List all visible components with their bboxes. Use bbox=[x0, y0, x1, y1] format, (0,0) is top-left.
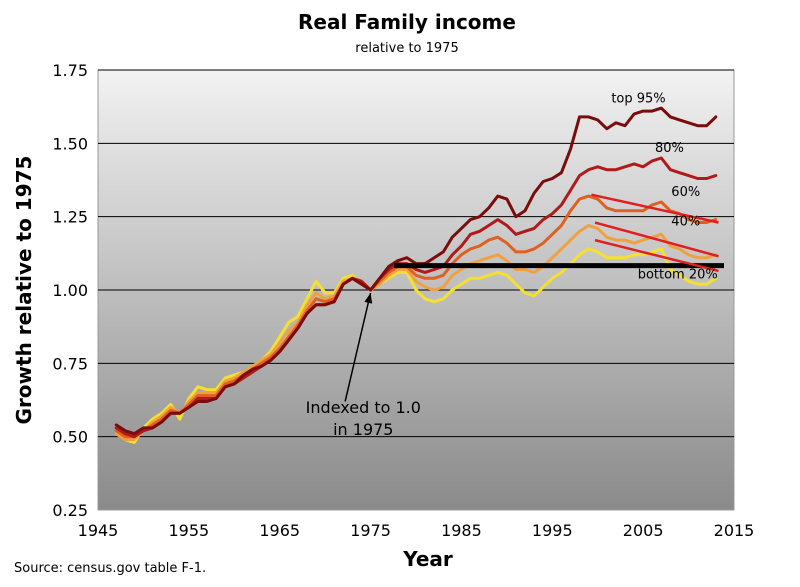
annotation-arrow-head bbox=[364, 293, 373, 304]
y-tick-label: 1.00 bbox=[52, 281, 88, 300]
series-line-p60 bbox=[114, 194, 718, 439]
y-tick-label: 0.25 bbox=[52, 501, 88, 520]
x-tick-labels: 1945 1955 1965 1975 1985 1995 2005 2015 bbox=[78, 521, 755, 540]
y-axis-title: Growth relative to 1975 bbox=[12, 156, 36, 425]
x-tick-label: 2015 bbox=[714, 521, 755, 540]
overlay-lines bbox=[394, 193, 725, 273]
chart-subtitle: relative to 1975 bbox=[355, 41, 458, 56]
x-tick-label: 1945 bbox=[78, 521, 119, 540]
y-tick-label: 1.75 bbox=[52, 61, 88, 80]
annotation-text: Indexed to 1.0 bbox=[306, 398, 421, 417]
trend-line-0 bbox=[591, 193, 719, 224]
trend-line-2 bbox=[594, 238, 719, 273]
x-tick-label: 1985 bbox=[441, 521, 482, 540]
annotation-arrow-line bbox=[344, 292, 372, 402]
x-axis-title: Year bbox=[402, 547, 453, 571]
gridlines bbox=[98, 69, 734, 438]
series-label: top 95% bbox=[611, 91, 665, 106]
x-tick-label: 1965 bbox=[259, 521, 300, 540]
series-label: 60% bbox=[671, 185, 700, 200]
x-tick-label: 1955 bbox=[168, 521, 209, 540]
series-line-p40 bbox=[114, 224, 718, 442]
y-tick-label: 1.50 bbox=[52, 134, 88, 153]
annotation-group: Indexed to 1.0 in 1975 bbox=[306, 292, 421, 439]
series-label: 80% bbox=[655, 141, 684, 156]
y-tick-label: 1.25 bbox=[52, 208, 88, 227]
y-tick-label: 0.50 bbox=[52, 428, 88, 447]
series-label: 40% bbox=[671, 214, 700, 229]
source-note: Source: census.gov table F-1. bbox=[14, 561, 206, 576]
annotation-text: in 1975 bbox=[333, 420, 393, 439]
series-line-bottom20 bbox=[114, 247, 718, 444]
x-tick-label: 1995 bbox=[532, 521, 573, 540]
y-tick-labels: 0.25 0.50 0.75 1.00 1.25 1.50 1.75 bbox=[52, 61, 88, 520]
trend-line-1 bbox=[594, 221, 719, 258]
y-tick-label: 0.75 bbox=[52, 354, 88, 373]
series-label: bottom 20% bbox=[638, 267, 718, 282]
chart-title: Real Family income bbox=[298, 10, 516, 34]
x-tick-label: 2005 bbox=[623, 521, 664, 540]
series-labels: top 95% 80% 60% 40% bottom 20% bbox=[611, 91, 717, 282]
x-tick-label: 1975 bbox=[350, 521, 391, 540]
